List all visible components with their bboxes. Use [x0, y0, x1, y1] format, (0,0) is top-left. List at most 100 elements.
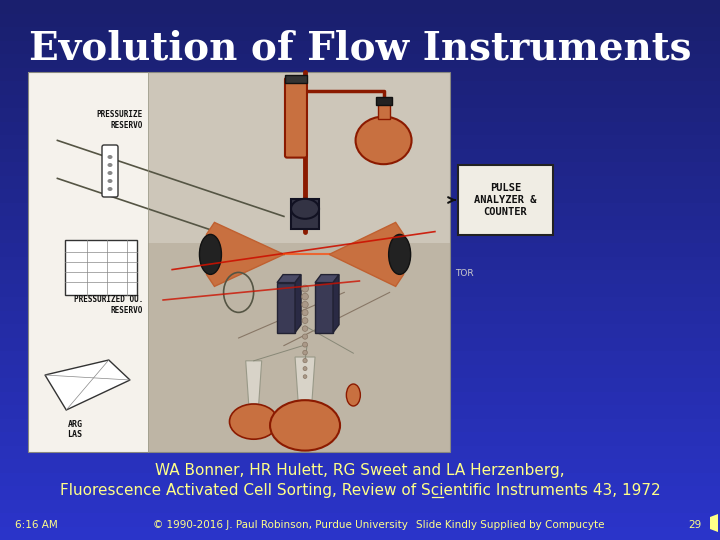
Text: TOR: TOR — [455, 269, 474, 278]
Polygon shape — [295, 275, 301, 333]
Ellipse shape — [302, 326, 307, 332]
Bar — [0, 202, 720, 216]
Ellipse shape — [107, 171, 112, 175]
Ellipse shape — [302, 301, 308, 308]
Bar — [0, 351, 720, 364]
Bar — [0, 162, 720, 176]
Bar — [0, 0, 720, 14]
Ellipse shape — [303, 367, 307, 370]
Ellipse shape — [303, 359, 307, 363]
Bar — [285, 75, 307, 83]
Text: WA Bonner, HR Hulett, RG Sweet and LA Herzenberg,: WA Bonner, HR Hulett, RG Sweet and LA He… — [156, 462, 564, 477]
Bar — [0, 81, 720, 94]
Text: Fluorescence Activated Cell Sorting, Review of Scientific Instruments 43, 1972: Fluorescence Activated Cell Sorting, Rev… — [60, 483, 660, 497]
Ellipse shape — [303, 375, 307, 379]
Polygon shape — [710, 514, 718, 532]
Text: PULSE
ANALYZER &
COUNTER: PULSE ANALYZER & COUNTER — [474, 184, 536, 217]
Polygon shape — [333, 275, 339, 333]
FancyBboxPatch shape — [285, 78, 307, 158]
Ellipse shape — [107, 187, 112, 191]
Bar — [0, 216, 720, 229]
Ellipse shape — [107, 163, 112, 167]
Polygon shape — [329, 222, 404, 286]
Bar — [0, 27, 720, 40]
Polygon shape — [246, 361, 261, 404]
Bar — [0, 94, 720, 108]
Polygon shape — [295, 357, 315, 400]
Bar — [65, 240, 137, 295]
Text: Slide Kindly Supplied by Compucyte: Slide Kindly Supplied by Compucyte — [415, 520, 604, 530]
Ellipse shape — [302, 334, 307, 339]
Ellipse shape — [389, 234, 410, 274]
Bar — [0, 378, 720, 392]
Bar — [0, 230, 720, 243]
Text: © 1990-2016 J. Paul Robinson, Purdue University: © 1990-2016 J. Paul Robinson, Purdue Uni… — [153, 520, 408, 530]
Bar — [0, 54, 720, 68]
FancyBboxPatch shape — [102, 145, 118, 197]
Bar — [0, 14, 720, 27]
Bar — [0, 310, 720, 324]
Text: Evolution of Flow Instruments: Evolution of Flow Instruments — [29, 29, 691, 67]
Bar — [148, 72, 450, 452]
Text: ARG
LAS: ARG LAS — [68, 420, 83, 440]
Bar — [0, 135, 720, 148]
Bar — [458, 165, 553, 235]
Bar — [0, 324, 720, 338]
Bar — [0, 500, 720, 513]
Bar — [0, 418, 720, 432]
Bar — [0, 459, 720, 472]
Bar — [0, 40, 720, 54]
Polygon shape — [207, 222, 284, 286]
Bar — [0, 364, 720, 378]
Bar — [0, 513, 720, 526]
Bar — [0, 122, 720, 135]
Bar — [0, 526, 720, 540]
Bar — [148, 72, 450, 452]
Ellipse shape — [302, 342, 307, 347]
Text: PRESSURIZED OU.
RESERVO: PRESSURIZED OU. RESERVO — [73, 295, 143, 315]
Bar — [0, 486, 720, 500]
Ellipse shape — [302, 285, 309, 292]
Ellipse shape — [302, 318, 308, 323]
FancyArrowPatch shape — [448, 197, 455, 203]
Bar — [291, 199, 319, 229]
Polygon shape — [45, 360, 130, 410]
Bar — [0, 108, 720, 122]
Polygon shape — [315, 275, 339, 282]
Bar — [0, 148, 720, 162]
Bar — [0, 68, 720, 81]
Bar — [28, 72, 450, 452]
Polygon shape — [315, 282, 333, 333]
Bar — [0, 405, 720, 418]
Ellipse shape — [107, 179, 112, 183]
Ellipse shape — [356, 117, 412, 164]
Bar — [376, 97, 392, 105]
Ellipse shape — [346, 384, 361, 406]
Bar — [28, 72, 148, 452]
Bar — [0, 176, 720, 189]
Ellipse shape — [230, 404, 278, 439]
Ellipse shape — [270, 400, 340, 450]
Bar — [0, 338, 720, 351]
Ellipse shape — [302, 350, 307, 355]
Ellipse shape — [302, 293, 308, 300]
Polygon shape — [277, 282, 295, 333]
Polygon shape — [277, 275, 301, 282]
Ellipse shape — [302, 309, 308, 316]
Ellipse shape — [291, 199, 319, 219]
Bar — [0, 392, 720, 405]
Bar — [0, 472, 720, 486]
Text: 29: 29 — [688, 520, 701, 530]
Bar — [148, 72, 450, 243]
Bar — [0, 297, 720, 310]
Ellipse shape — [107, 155, 112, 159]
Bar — [0, 446, 720, 459]
Bar — [0, 243, 720, 256]
Ellipse shape — [199, 234, 222, 274]
Text: PRESSURIZE
RESERVO: PRESSURIZE RESERVO — [96, 110, 143, 130]
Bar — [0, 284, 720, 297]
Bar — [0, 189, 720, 202]
Bar — [0, 270, 720, 284]
Text: 6:16 AM: 6:16 AM — [15, 520, 58, 530]
Bar — [0, 256, 720, 270]
